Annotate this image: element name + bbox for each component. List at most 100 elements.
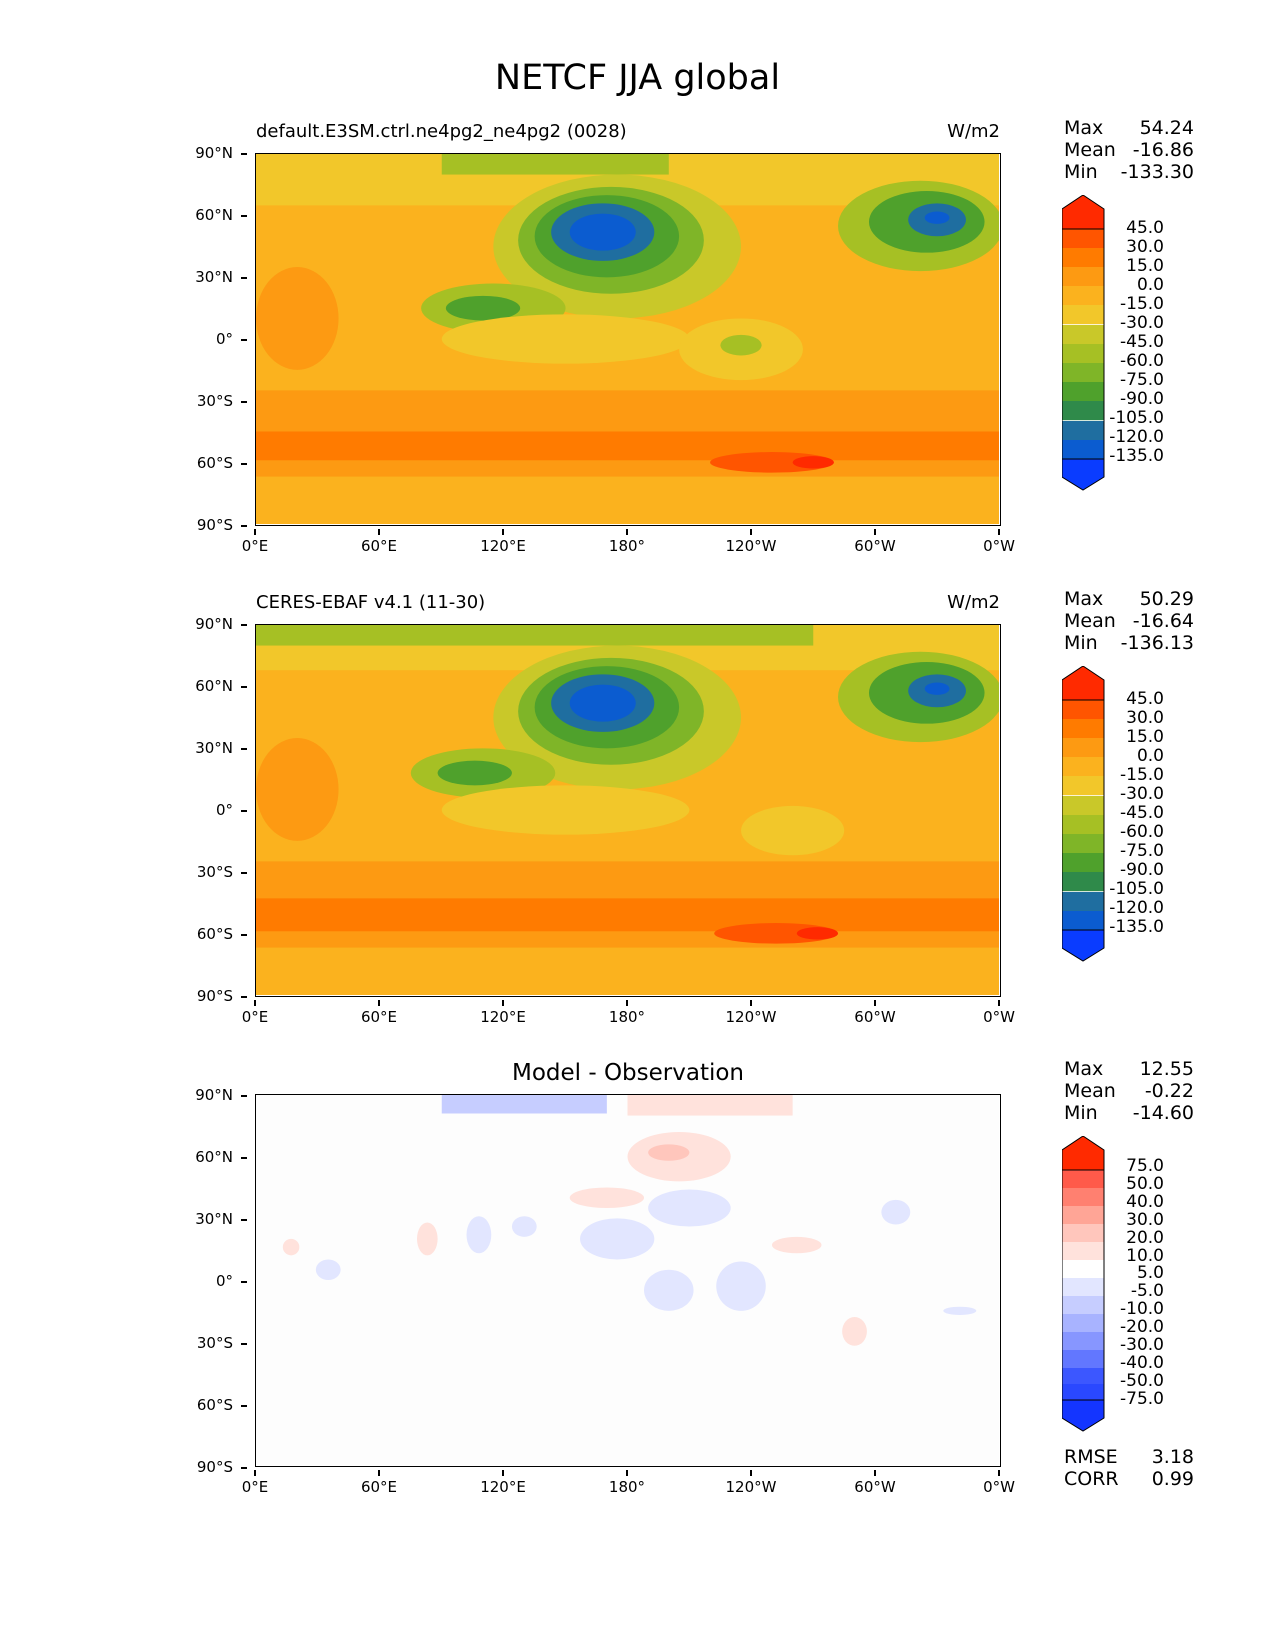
y-tick: 0°: [173, 801, 247, 819]
x-tick: 120°E: [473, 1470, 533, 1496]
y-tick: 90°N: [173, 615, 247, 633]
x-tick: 60°W: [845, 529, 905, 555]
stat-label: Mean: [1064, 139, 1116, 161]
colorbar-tick-label: 5.0: [1136, 1263, 1164, 1284]
panel1-contour-field: [256, 154, 999, 524]
metric-label: RMSE: [1064, 1446, 1118, 1468]
y-tick: 30°N: [173, 739, 247, 757]
panel3-metrics: RMSE 3.18 CORR 0.99: [1064, 1446, 1194, 1490]
y-tick: 60°S: [173, 1396, 247, 1414]
figure-title: NETCF JJA global: [494, 58, 781, 98]
x-tick: 0°W: [969, 1000, 1029, 1026]
stat-value: -16.86: [1132, 139, 1194, 161]
y-tick: 60°N: [173, 677, 247, 695]
colorbar-tick-label: -45.0: [1120, 803, 1164, 823]
stat-value: -14.60: [1132, 1102, 1194, 1124]
panel3-title: Model - Observation: [511, 1060, 745, 1086]
stat-value: 12.55: [1139, 1058, 1194, 1080]
colorbar-tick-label: -30.0: [1120, 313, 1164, 333]
x-tick: 120°E: [473, 529, 533, 555]
panel3-colorbar: [1062, 1136, 1105, 1432]
colorbar-tick-label: -120.0: [1109, 898, 1164, 918]
x-tick: 60°E: [349, 1000, 409, 1026]
panel2-map: [255, 624, 1001, 997]
colorbar-tick-label: 75.0: [1126, 1156, 1164, 1176]
panel2-units: W/m2: [947, 592, 1000, 613]
x-tick: 120°E: [473, 1000, 533, 1026]
colorbar-tick-label: -75.0: [1120, 841, 1164, 861]
panel2-contour-field: [256, 625, 999, 995]
colorbar-tick-label: -90.0: [1120, 860, 1164, 880]
colorbar-tick-label: -15.0: [1120, 765, 1164, 785]
panel3-colorbar-labels: 75.0 50.0 40.0 30.0 20.0 10.0 5.0 -5.0 -…: [1106, 1156, 1164, 1409]
x-tick: 60°E: [349, 529, 409, 555]
panel1-title: default.E3SM.ctrl.ne4pg2_ne4pg2 (0028): [256, 121, 627, 142]
y-tick: 60°S: [173, 925, 247, 943]
y-tick: 30°S: [173, 392, 247, 410]
y-tick: 90°S: [173, 987, 247, 1005]
y-tick: 60°N: [173, 206, 247, 224]
stat-value: 50.29: [1139, 588, 1194, 610]
colorbar-tick-label: -75.0: [1120, 370, 1164, 390]
stat-value: -136.13: [1120, 632, 1194, 654]
metric-value: 0.99: [1151, 1468, 1194, 1490]
colorbar-tick-label: 15.0: [1126, 727, 1164, 747]
stat-label: Max: [1064, 588, 1104, 610]
colorbar-tick-label: 0.0: [1136, 275, 1164, 295]
panel1-map: [255, 153, 1001, 526]
stat-label: Mean: [1064, 610, 1116, 632]
y-tick: 90°N: [173, 1086, 247, 1104]
stat-label: Min: [1064, 632, 1098, 654]
colorbar-tick-label: -30.0: [1120, 784, 1164, 804]
colorbar-tick-label: 40.0: [1126, 1191, 1164, 1212]
colorbar-tick-label: -60.0: [1120, 351, 1164, 371]
x-tick: 120°W: [721, 529, 781, 555]
panel3-stats: Max 12.55 Mean -0.22 Min -14.60: [1064, 1058, 1194, 1124]
x-tick: 120°W: [721, 1000, 781, 1026]
y-tick: 30°N: [173, 268, 247, 286]
colorbar-tick-label: -40.0: [1120, 1352, 1164, 1373]
y-tick: 90°S: [173, 1458, 247, 1476]
y-tick: 0°: [173, 330, 247, 348]
colorbar-tick-label: 30.0: [1126, 708, 1164, 728]
panel2-stats: Max 50.29 Mean -16.64 Min -136.13: [1064, 588, 1194, 654]
colorbar-tick-label: 10.0: [1126, 1245, 1164, 1266]
x-tick: 60°W: [845, 1470, 905, 1496]
panel2-title: CERES-EBAF v4.1 (11-30): [256, 592, 486, 613]
y-tick: 90°N: [173, 144, 247, 162]
x-tick: 0°W: [969, 529, 1029, 555]
colorbar-tick-label: -45.0: [1120, 332, 1164, 352]
stat-label: Min: [1064, 1102, 1098, 1124]
x-tick: 60°E: [349, 1470, 409, 1496]
colorbar-tick-label: -105.0: [1109, 408, 1164, 428]
colorbar-tick-label: 15.0: [1126, 256, 1164, 276]
y-tick: 30°S: [173, 863, 247, 881]
x-tick: 60°W: [845, 1000, 905, 1026]
stat-label: Mean: [1064, 1080, 1116, 1102]
stat-value: -0.22: [1144, 1080, 1194, 1102]
x-tick: 180°: [597, 1470, 657, 1496]
colorbar-tick-label: -50.0: [1120, 1370, 1164, 1391]
colorbar-tick-label: 30.0: [1126, 237, 1164, 257]
colorbar-tick-label: 0.0: [1136, 746, 1164, 766]
colorbar-tick-label: -135.0: [1109, 917, 1164, 937]
y-tick: 30°N: [173, 1210, 247, 1228]
colorbar-tick-label: 20.0: [1126, 1227, 1164, 1248]
colorbar-tick-label: 45.0: [1126, 689, 1164, 709]
x-tick: 0°E: [225, 1470, 285, 1496]
x-tick: 0°E: [225, 1000, 285, 1026]
x-tick: 0°E: [225, 529, 285, 555]
colorbar-tick-label: 45.0: [1126, 218, 1164, 238]
stat-label: Max: [1064, 117, 1104, 139]
y-tick: 60°S: [173, 454, 247, 472]
metric-value: 3.18: [1151, 1446, 1194, 1468]
x-tick: 0°W: [969, 1470, 1029, 1496]
colorbar-tick-label: -120.0: [1109, 427, 1164, 447]
metric-label: CORR: [1064, 1468, 1119, 1490]
panel1-units: W/m2: [947, 121, 1000, 142]
panel3-contour-field: [256, 1095, 999, 1465]
colorbar-tick-label: -10.0: [1120, 1299, 1164, 1320]
panel1-stats: Max 54.24 Mean -16.86 Min -133.30: [1064, 117, 1194, 183]
colorbar-tick-label: -15.0: [1120, 294, 1164, 314]
colorbar-tick-label: 50.0: [1126, 1173, 1164, 1194]
